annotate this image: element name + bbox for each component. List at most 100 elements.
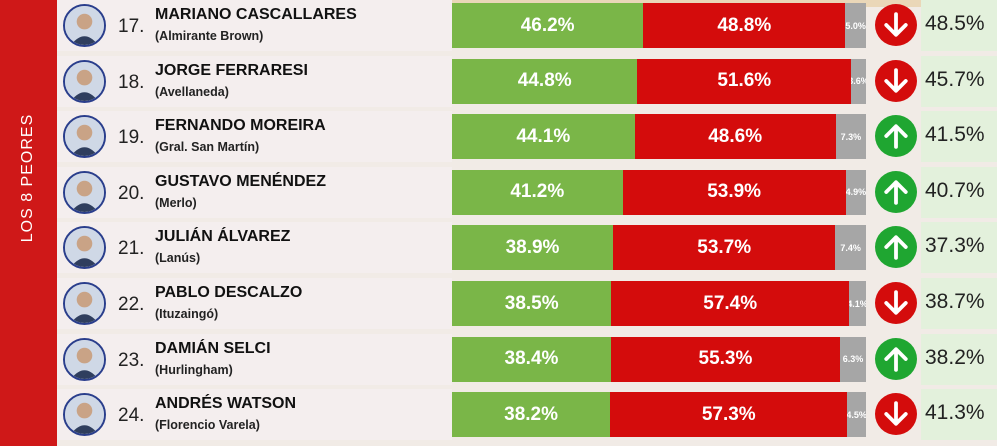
row-background bbox=[57, 333, 452, 385]
row-background bbox=[57, 222, 452, 274]
no-response-value-label: 4.5% bbox=[847, 409, 866, 420]
previous-value: 38.7% bbox=[925, 290, 985, 313]
no-response-bar-segment: 7.4% bbox=[835, 225, 866, 271]
negative-value-label: 51.6% bbox=[717, 70, 772, 92]
arrow-up-icon bbox=[875, 337, 917, 380]
arrow-up-icon bbox=[875, 115, 917, 158]
candidate-name: DAMIÁN SELCI bbox=[155, 339, 271, 357]
rank-number: 17. bbox=[118, 16, 145, 37]
no-response-bar-segment: 3.6% bbox=[851, 58, 866, 104]
previous-value: 41.3% bbox=[925, 401, 985, 425]
no-response-bar-segment: 4.9% bbox=[845, 169, 866, 215]
rank-number: 18. bbox=[118, 71, 145, 93]
negative-value-label: 53.9% bbox=[707, 181, 762, 203]
ranking-row: 17. MARIANO CASCALLARES (Almirante Brown) 4… bbox=[57, 0, 997, 51]
positive-value-label: 44.8% bbox=[517, 70, 572, 92]
previous-value: 41.5% bbox=[925, 123, 985, 147]
approval-bar: 44.8% 51.6% 3.6% bbox=[452, 58, 866, 104]
ranking-row: 22. PABLO DESCALZO (Ituzaingó) 38.5% 57.4% 4.… bbox=[57, 278, 997, 329]
arrow-up-icon bbox=[875, 226, 917, 269]
negative-bar-segment: 48.6% bbox=[634, 114, 836, 160]
previous-value: 45.7% bbox=[925, 67, 985, 91]
approval-bar: 44.1% 48.6% 7.3% bbox=[452, 114, 866, 160]
avatar bbox=[63, 393, 106, 437]
ranking-row: 20. GUSTAVO MENÉNDEZ (Merlo) 41.2% 53.9% 4.9%… bbox=[57, 166, 997, 218]
previous-value-box bbox=[921, 333, 997, 385]
municipality: (Florencio Varela) bbox=[155, 418, 260, 433]
municipality: (Almirante Brown) bbox=[155, 29, 264, 43]
no-response-bar-segment: 4.5% bbox=[847, 392, 866, 438]
no-response-value-label: 5.0% bbox=[845, 20, 866, 31]
positive-bar-segment: 38.4% bbox=[452, 336, 611, 382]
negative-bar-segment: 57.4% bbox=[611, 281, 849, 326]
previous-value-box bbox=[921, 55, 997, 107]
negative-value-label: 48.8% bbox=[717, 14, 772, 36]
approval-bar: 41.2% 53.9% 4.9% bbox=[452, 169, 866, 215]
rank-number: 19. bbox=[118, 127, 145, 149]
arrow-down-icon bbox=[875, 4, 917, 46]
ranking-row: 21. JULIÁN ÁLVAREZ (Lanús) 38.9% 53.7% 7.4% 37… bbox=[57, 222, 997, 274]
avatar bbox=[63, 226, 106, 270]
no-response-bar-segment: 7.3% bbox=[835, 114, 866, 160]
rank-number: 21. bbox=[118, 238, 145, 260]
no-response-value-label: 4.1% bbox=[849, 298, 866, 309]
positive-value-label: 41.2% bbox=[510, 181, 565, 203]
positive-value-label: 46.2% bbox=[520, 14, 575, 36]
candidate-name: MARIANO CASCALLARES bbox=[155, 6, 357, 23]
negative-bar-segment: 57.3% bbox=[610, 392, 848, 438]
positive-bar-segment: 44.8% bbox=[452, 58, 638, 104]
positive-value-label: 38.5% bbox=[504, 292, 559, 314]
municipality: (Lanús) bbox=[155, 251, 201, 266]
avatar bbox=[63, 282, 106, 325]
negative-value-label: 57.3% bbox=[701, 403, 756, 425]
row-background bbox=[57, 111, 452, 163]
candidate-name: JORGE FERRARESI bbox=[155, 61, 308, 79]
negative-bar-segment: 53.9% bbox=[622, 169, 846, 215]
no-response-bar-segment: 5.0% bbox=[845, 3, 866, 48]
avatar bbox=[63, 115, 106, 159]
negative-value-label: 57.4% bbox=[703, 292, 758, 314]
approval-bar: 38.2% 57.3% 4.5% bbox=[452, 392, 866, 438]
no-response-value-label: 6.3% bbox=[842, 354, 864, 365]
positive-bar-segment: 46.2% bbox=[452, 3, 644, 48]
arrow-down-icon bbox=[875, 282, 917, 324]
rank-number: 20. bbox=[118, 182, 145, 204]
municipality: (Avellaneda) bbox=[155, 84, 229, 99]
candidate-name: ANDRÉS WATSON bbox=[155, 395, 297, 413]
positive-bar-segment: 38.9% bbox=[452, 225, 614, 271]
approval-bar: 38.5% 57.4% 4.1% bbox=[452, 281, 866, 326]
side-panel: LOS 8 PEORES bbox=[0, 0, 57, 446]
ranking-row: 19. FERNANDO MOREIRA (Gral. San Martín) 44.… bbox=[57, 111, 997, 163]
municipality: (Hurlingham) bbox=[155, 362, 233, 377]
candidate-name: GUSTAVO MENÉNDEZ bbox=[155, 172, 326, 190]
approval-bar: 38.9% 53.7% 7.4% bbox=[452, 225, 866, 271]
avatar bbox=[63, 170, 106, 214]
row-background bbox=[57, 166, 452, 218]
no-response-bar-segment: 4.1% bbox=[849, 281, 866, 326]
negative-value-label: 55.3% bbox=[698, 348, 753, 370]
rank-number: 24. bbox=[118, 405, 145, 427]
negative-bar-segment: 53.7% bbox=[613, 225, 836, 271]
arrow-down-icon bbox=[875, 59, 917, 102]
positive-value-label: 38.4% bbox=[504, 348, 559, 370]
ranking-row: 23. DAMIÁN SELCI (Hurlingham) 38.4% 55.3% 6.3… bbox=[57, 333, 997, 385]
side-label: LOS 8 PEORES bbox=[19, 113, 36, 243]
row-background bbox=[57, 389, 452, 441]
positive-value-label: 38.2% bbox=[504, 403, 558, 425]
previous-value-box bbox=[921, 222, 997, 274]
no-response-value-label: 7.3% bbox=[840, 131, 862, 142]
negative-bar-segment: 51.6% bbox=[637, 58, 852, 104]
municipality: (Gral. San Martín) bbox=[155, 140, 260, 155]
positive-value-label: 44.1% bbox=[516, 125, 571, 147]
previous-value-box bbox=[921, 0, 997, 51]
negative-bar-segment: 48.8% bbox=[643, 3, 846, 48]
municipality: (Merlo) bbox=[155, 195, 197, 210]
previous-value-box bbox=[921, 111, 997, 163]
ranking-row: 18. JORGE FERRARESI (Avellaneda) 44.8% 51.6%… bbox=[57, 55, 997, 107]
no-response-value-label: 3.6% bbox=[851, 76, 866, 87]
positive-bar-segment: 41.2% bbox=[452, 169, 623, 215]
negative-value-label: 53.7% bbox=[697, 236, 752, 258]
positive-bar-segment: 38.5% bbox=[452, 281, 612, 326]
row-background bbox=[57, 278, 452, 329]
approval-bar: 46.2% 48.8% 5.0% bbox=[452, 3, 866, 48]
